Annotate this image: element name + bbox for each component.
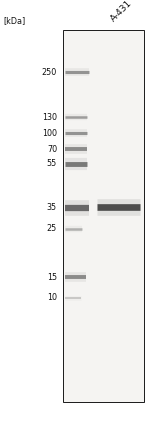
- Text: 55: 55: [47, 159, 57, 168]
- Text: 70: 70: [47, 145, 57, 154]
- Text: A-431: A-431: [109, 0, 134, 23]
- Text: 130: 130: [42, 113, 57, 121]
- Text: 10: 10: [47, 293, 57, 302]
- Text: 35: 35: [47, 203, 57, 212]
- Text: 15: 15: [47, 273, 57, 282]
- Text: 100: 100: [42, 129, 57, 137]
- Bar: [63, 30, 144, 402]
- Text: 250: 250: [42, 68, 57, 77]
- Text: 25: 25: [47, 224, 57, 233]
- Text: [kDa]: [kDa]: [3, 16, 25, 25]
